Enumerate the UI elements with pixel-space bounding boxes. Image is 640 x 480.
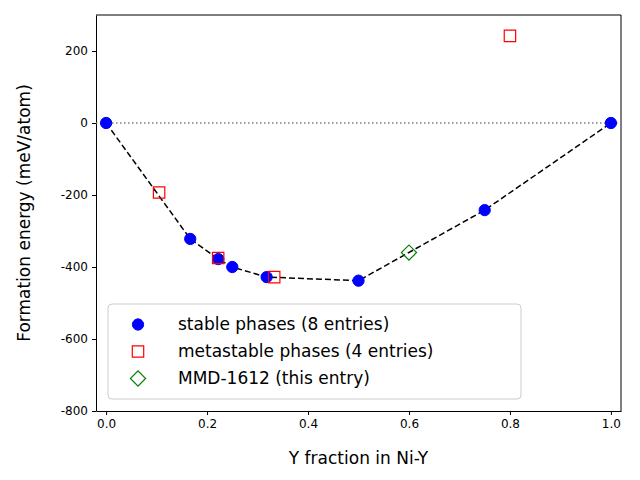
data-point [268,271,279,282]
tick-mark [409,411,410,415]
tick-mark [510,411,511,415]
legend-label: MMD-1612 (this entry) [178,368,370,388]
tick-mark [92,123,96,124]
data-point [213,253,224,264]
tick-label: -800 [61,404,88,418]
marks [96,30,621,286]
frame [96,15,621,16]
legend: stable phases (8 entries) metastable phas… [108,304,521,399]
frame [621,15,622,411]
tick-label: 0.4 [299,417,318,431]
y-axis-title: Formation energy (meV/atom) [14,84,34,342]
axis-line [96,16,97,412]
data-point [261,271,272,282]
tick: 0.4 [299,411,318,431]
data-point [353,275,364,286]
data-point [212,252,223,263]
data-point [227,261,238,272]
tick: 0.8 [501,411,520,431]
chart: 0.0 0.2 0.4 0.6 0.8 1.0 -800 -600 -400 -200 0 200 st… [0,0,640,480]
data-point [401,245,416,260]
legend-marker [132,319,143,330]
tick-label: 0.0 [97,417,116,431]
tick: -800 [61,404,96,418]
tick-mark [106,411,107,415]
tick: 0.2 [198,411,217,431]
tick: -200 [61,188,96,202]
plot-area: 0.0 0.2 0.4 0.6 0.8 1.0 -800 -600 -400 -200 0 200 st… [61,15,622,431]
legend-label: metastable phases (4 entries) [178,341,433,361]
legend-marker [130,371,145,386]
tick-mark [92,411,96,412]
series-line [106,123,611,281]
data-point [185,233,196,244]
tick: 200 [65,44,96,58]
tick-label: 0.8 [501,417,520,431]
reference-line [96,122,621,124]
tick-mark [92,267,96,268]
data-point [504,30,515,41]
tick: 0.6 [400,411,419,431]
y-axis: -800 -600 -400 -200 0 200 [61,16,97,419]
tick-mark [207,411,208,415]
legend-marker [132,346,143,357]
tick-mark [308,411,309,415]
axis-line [97,411,622,412]
tick: 0 [80,116,96,130]
tick: 0.0 [97,411,116,431]
tick: -600 [61,332,96,346]
tick-label: -200 [61,188,88,202]
tick-label: -400 [61,260,88,274]
tick-label: 200 [65,44,88,58]
tick-label: 0 [80,116,88,130]
data-point [479,204,490,215]
legend-box [108,304,521,399]
tick-label: 1.0 [602,417,621,431]
tick-mark [92,195,96,196]
tick-label: 0.6 [400,417,419,431]
data-point [153,187,164,198]
tick: -400 [61,260,96,274]
tick-label: -600 [61,332,88,346]
data-point [605,117,616,128]
x-axis: 0.0 0.2 0.4 0.6 0.8 1.0 [97,411,622,431]
tick-mark [92,51,96,52]
tick: 1.0 [602,411,621,431]
tick-mark [92,339,96,340]
data-point [100,117,111,128]
x-axis-title: Y fraction in Ni-Y [288,448,429,468]
tick-label: 0.2 [198,417,217,431]
legend-label: stable phases (8 entries) [178,314,389,334]
tick-mark [611,411,612,415]
